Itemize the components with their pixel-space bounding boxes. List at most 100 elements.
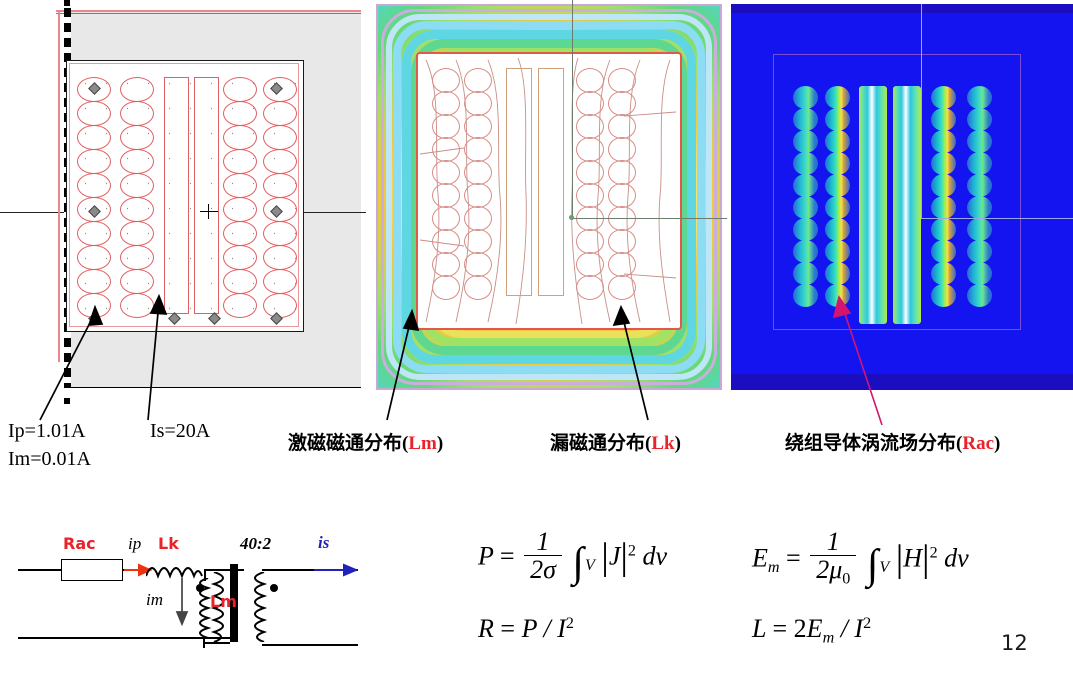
label-im: im <box>146 590 163 609</box>
winding-turn <box>464 91 492 116</box>
winding-turn <box>464 114 492 139</box>
winding-turn <box>263 245 297 270</box>
winding-turn <box>120 245 154 270</box>
eq-power-field: J <box>608 541 621 571</box>
eq-power-denominator: 2σ <box>524 555 562 585</box>
origin-crosshair-h <box>200 211 218 212</box>
eddy-conductor <box>793 262 818 285</box>
label-ip: Ip=1.01A <box>8 420 86 442</box>
eddy-conductor <box>967 196 992 219</box>
eddy-conductor <box>931 240 956 263</box>
geometry-arrow-group <box>39 293 168 421</box>
winding-turn <box>464 68 492 93</box>
flux-winding-column-2 <box>464 68 492 300</box>
winding-turn <box>77 173 111 198</box>
eddy-conductor <box>793 240 818 263</box>
eddy-conductor <box>967 130 992 153</box>
winding-turn <box>576 68 604 93</box>
caption-leakage-lk-code: Lk <box>651 433 675 454</box>
winding-turn <box>263 125 297 150</box>
caption-eddy-rac-code: Rac <box>962 433 994 454</box>
winding-turn <box>223 173 257 198</box>
winding-turn <box>608 114 636 139</box>
eddy-conductor <box>931 108 956 131</box>
eddy-conductor <box>825 130 850 153</box>
caption-flux-lm-text: 激磁磁通分布 <box>288 432 403 454</box>
panel-flux-distribution <box>376 0 727 390</box>
wire-lm-branch-bottom <box>203 638 205 648</box>
winding-turn <box>432 137 460 162</box>
winding-turn <box>608 137 636 162</box>
winding-turn <box>223 149 257 174</box>
flux-crosshair-vertical <box>572 0 573 220</box>
panel-geometry <box>0 0 366 404</box>
eddy-column-1 <box>793 86 819 307</box>
wire-primary-in <box>18 569 63 571</box>
flux-arrow-group <box>386 304 649 421</box>
caption-flux-lm-code: Lm <box>408 433 437 454</box>
winding-turn <box>576 114 604 139</box>
winding-turn <box>576 252 604 277</box>
eq-ind-coeff: 2 <box>793 614 807 643</box>
flux-foil-winding-1 <box>506 68 532 296</box>
eddy-conductor <box>931 262 956 285</box>
transformer-core <box>230 564 238 642</box>
winding-turn <box>608 91 636 116</box>
eq-energy-integral: ∫ <box>866 542 879 589</box>
eddy-conductor <box>967 240 992 263</box>
flux-winding-column-3 <box>576 68 604 300</box>
winding-turn <box>608 275 636 300</box>
winding-turn <box>120 293 154 318</box>
current-arrow-is <box>314 563 358 577</box>
winding-turn <box>576 160 604 185</box>
equation-energy: Em = 1 2μ0 ∫V |H|2 dv <box>752 528 969 591</box>
equation-power: P = 1 2σ ∫V |J|2 dv <box>478 528 667 587</box>
winding-turn <box>576 183 604 208</box>
inductor-lm <box>199 578 212 639</box>
eq-energy-int-sub: V <box>879 558 890 576</box>
eddy-conductor <box>967 218 992 241</box>
label-is: is <box>318 533 330 552</box>
flux-winding-column-1 <box>432 68 460 300</box>
caption-leakage-lk: 漏磁通分布(Lk) <box>550 432 681 454</box>
eddy-top-edge <box>731 4 1073 13</box>
winding-turn <box>464 252 492 277</box>
winding-turn <box>576 137 604 162</box>
winding-turn <box>608 229 636 254</box>
winding-turn <box>464 206 492 231</box>
winding-turn <box>120 149 154 174</box>
eddy-conductor <box>793 196 818 219</box>
flux-contour-band <box>393 21 705 373</box>
winding-turn <box>432 160 460 185</box>
eq-power-den-2: 2 <box>530 555 544 585</box>
eddy-conductor <box>931 86 956 109</box>
winding-turn <box>77 221 111 246</box>
eddy-crosshair-vertical <box>921 4 922 218</box>
eq-ind-E: E <box>806 614 823 643</box>
winding-turn <box>223 125 257 150</box>
eq-energy-den-2: 2 <box>816 555 830 585</box>
foil-winding-1 <box>164 77 189 314</box>
equivalent-circuit-diagram: Rac ip Lk im Lm 40:2 is <box>18 512 358 662</box>
label-im: Im=0.01A <box>8 448 91 470</box>
winding-turn <box>432 114 460 139</box>
eq-energy-equals: = <box>786 543 801 573</box>
winding-turn <box>120 77 154 102</box>
flux-winding-column-4 <box>608 68 636 300</box>
eq-res-lhs: R <box>478 614 494 643</box>
eddy-conductor <box>793 218 818 241</box>
eq-power-bar-open: | <box>601 535 609 578</box>
eddy-conductor <box>967 108 992 131</box>
eddy-conductor <box>825 86 850 109</box>
eddy-conductor <box>967 284 992 307</box>
wire-secondary-top <box>262 569 358 571</box>
winding-turn <box>464 160 492 185</box>
geometry-left-boundary-line <box>58 10 60 362</box>
eddy-conductor <box>931 218 956 241</box>
eq-energy-den-mu-sub: 0 <box>842 570 851 588</box>
eddy-conductor <box>931 174 956 197</box>
origin-crosshair-v <box>208 204 209 219</box>
winding-turn <box>432 68 460 93</box>
label-turns-ratio: 40:2 <box>240 534 272 553</box>
wire-secondary-bottom <box>262 644 358 646</box>
